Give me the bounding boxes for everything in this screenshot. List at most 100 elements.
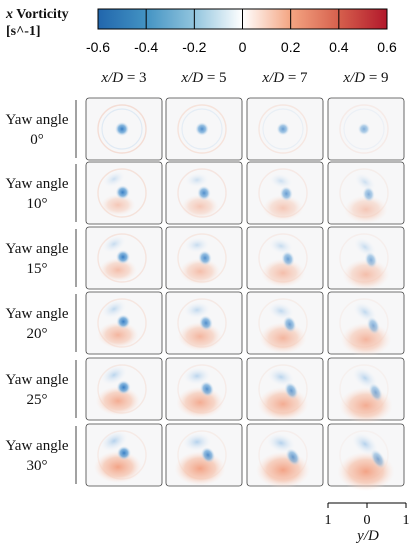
row-header-angle: 20° bbox=[26, 326, 48, 342]
vorticity-panel bbox=[85, 97, 163, 161]
negative-vorticity-curl bbox=[102, 299, 126, 319]
row-header-label: Yaw angle bbox=[5, 372, 69, 388]
column-header: x/D = 9 bbox=[343, 70, 389, 86]
column-header: x/D = 7 bbox=[262, 70, 308, 86]
wake-core-vortex bbox=[195, 122, 209, 136]
positive-vorticity-lobe bbox=[259, 322, 307, 354]
positive-vorticity-lobe bbox=[99, 258, 137, 282]
vorticity-panel bbox=[246, 226, 324, 290]
vorticity-panel bbox=[246, 291, 324, 355]
positive-vorticity-lobe bbox=[179, 258, 221, 285]
negative-vorticity-curl bbox=[267, 433, 295, 453]
vorticity-panel bbox=[165, 291, 243, 355]
negative-vorticity-curl bbox=[353, 367, 377, 389]
wake-ring bbox=[177, 104, 227, 154]
wake-core-vortex bbox=[368, 383, 383, 402]
vorticity-panel bbox=[165, 423, 243, 487]
positive-vorticity-lobe bbox=[97, 321, 139, 349]
wake-ring bbox=[97, 168, 147, 218]
vorticity-panel bbox=[165, 357, 243, 421]
positive-vorticity-lobe bbox=[94, 451, 142, 483]
positive-vorticity-lobe bbox=[340, 322, 392, 357]
positive-vorticity-lobe bbox=[342, 258, 390, 291]
row-header-angle: 0° bbox=[30, 132, 44, 148]
colorbar-tick-label: 0.6 bbox=[377, 39, 397, 55]
colorbar-title-name: Vorticity bbox=[16, 7, 69, 22]
negative-vorticity-curl bbox=[268, 302, 294, 320]
wake-core-vortex bbox=[198, 250, 212, 266]
vorticity-panel bbox=[327, 423, 405, 492]
wake-ring-inner bbox=[262, 108, 304, 150]
vorticity-panel bbox=[85, 357, 163, 421]
colorbar-tick-label: 0 bbox=[239, 39, 247, 55]
positive-vorticity-lobe bbox=[337, 451, 395, 492]
wake-core-vortex bbox=[285, 448, 301, 466]
wake-ring bbox=[339, 104, 389, 154]
vorticity-panel bbox=[327, 97, 405, 161]
vorticity-panel bbox=[165, 97, 243, 161]
negative-vorticity-curl bbox=[185, 237, 209, 253]
row-header: Yaw angle 30° bbox=[2, 436, 72, 476]
negative-vorticity-curl bbox=[101, 365, 127, 385]
row-header-angle: 30° bbox=[26, 458, 48, 474]
positive-vorticity-lobe bbox=[176, 386, 224, 419]
negative-vorticity-curl bbox=[184, 301, 210, 319]
scale-bar: 1 0 1 bbox=[325, 502, 410, 528]
wake-ring bbox=[97, 104, 147, 154]
negative-vorticity-curl bbox=[185, 172, 209, 188]
colorbar-tick-label: -0.4 bbox=[134, 39, 158, 55]
wake-core-vortex bbox=[284, 382, 299, 400]
panel-grid bbox=[75, 97, 405, 492]
row-header-angle: 25° bbox=[26, 392, 48, 408]
column-header: x/D = 3 bbox=[101, 70, 147, 86]
positive-vorticity-lobe bbox=[344, 195, 388, 224]
row-header-label: Yaw angle bbox=[5, 241, 69, 257]
vorticity-panel bbox=[327, 161, 405, 225]
colorbar-title: x Vorticity [s^-1] bbox=[6, 6, 86, 40]
row-header-angle: 15° bbox=[26, 261, 48, 277]
vorticity-panel bbox=[327, 357, 405, 424]
positive-vorticity-lobe bbox=[174, 451, 226, 486]
positive-vorticity-lobe bbox=[257, 386, 309, 422]
vorticity-panel bbox=[327, 226, 405, 291]
positive-vorticity-lobe bbox=[262, 194, 304, 222]
wake-core-vortex bbox=[199, 315, 213, 331]
row-header-label: Yaw angle bbox=[5, 306, 69, 322]
wake-core-vortex bbox=[200, 381, 214, 397]
colorbar-tick-label: 0.2 bbox=[281, 39, 301, 55]
wake-ring-inner bbox=[343, 108, 385, 150]
row-header-angle: 10° bbox=[26, 196, 48, 212]
negative-vorticity-curl bbox=[267, 368, 295, 386]
positive-vorticity-lobe bbox=[261, 258, 305, 288]
row-header: Yaw angle 0° bbox=[2, 110, 72, 150]
wake-core-vortex bbox=[362, 186, 375, 202]
negative-vorticity-curl bbox=[354, 173, 376, 191]
row-header: Yaw angle 15° bbox=[2, 239, 72, 279]
wake-core-vortex bbox=[281, 251, 295, 267]
wake-ring-inner bbox=[101, 108, 143, 150]
wake-ring-inner bbox=[181, 108, 223, 150]
wake-core-vortex bbox=[115, 185, 130, 200]
y-over-d-label: y/D bbox=[357, 528, 379, 544]
negative-vorticity-curl bbox=[100, 430, 128, 452]
negative-vorticity-curl bbox=[354, 237, 376, 257]
row-header: Yaw angle 10° bbox=[2, 174, 72, 214]
negative-vorticity-curl bbox=[183, 367, 211, 385]
wake-core-vortex bbox=[279, 186, 293, 202]
row-header-label: Yaw angle bbox=[5, 112, 69, 128]
wake-core-vortex bbox=[276, 122, 290, 136]
positive-vorticity-lobe bbox=[181, 194, 219, 219]
vorticity-panel bbox=[246, 161, 324, 225]
wake-core-vortex bbox=[115, 122, 129, 136]
scale-bar-tick-label: 1 bbox=[325, 513, 332, 528]
vorticity-panel bbox=[85, 226, 163, 290]
wake-core-vortex bbox=[364, 251, 378, 269]
colorbar: -0.6 -0.4 -0.2 0 0.2 0.4 0.6 bbox=[86, 8, 397, 55]
wake-core-vortex bbox=[200, 447, 216, 463]
vorticity-panel bbox=[246, 97, 324, 161]
vorticity-panel bbox=[165, 226, 243, 290]
vorticity-panel bbox=[246, 423, 324, 489]
colorbar-tick-label: -0.6 bbox=[86, 39, 110, 55]
negative-vorticity-curl bbox=[103, 171, 125, 187]
